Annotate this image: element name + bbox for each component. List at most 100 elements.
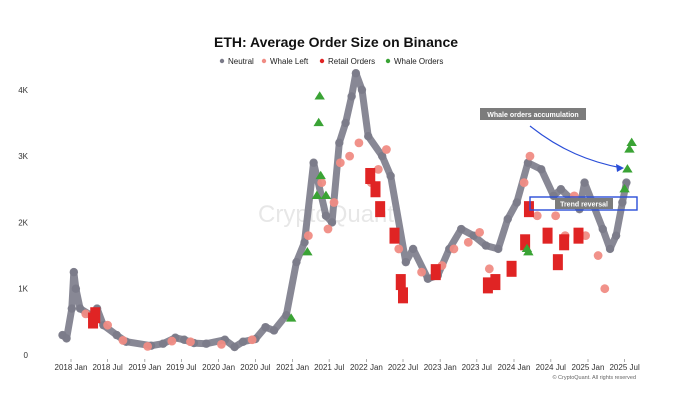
y-tick-label: 2K xyxy=(18,218,28,227)
data-point xyxy=(354,138,364,148)
data-point xyxy=(282,311,291,320)
data-point xyxy=(395,274,406,291)
data-point xyxy=(551,211,561,221)
data-point xyxy=(347,92,356,101)
series-retail-orders xyxy=(88,167,584,329)
legend-marker xyxy=(319,58,325,64)
annotation-box xyxy=(480,108,586,120)
y-tick-label: 4K xyxy=(18,86,28,95)
data-point xyxy=(335,158,345,168)
data-point xyxy=(217,339,226,349)
data-point xyxy=(314,91,325,100)
y-axis: 0 1K 2K 3K 4K xyxy=(18,86,28,360)
data-point xyxy=(300,238,309,247)
data-point xyxy=(619,184,630,193)
data-point xyxy=(523,158,533,167)
data-point xyxy=(313,117,324,127)
x-tick-label: 2019 Jan xyxy=(128,363,161,372)
data-point xyxy=(512,198,522,207)
data-point xyxy=(377,151,387,161)
chart-title: ETH: Average Order Size on Binance xyxy=(214,34,458,50)
data-point xyxy=(523,201,534,218)
x-tick-label: 2019 Jul xyxy=(166,363,196,372)
x-tick-label: 2018 Jan xyxy=(55,363,88,372)
x-tick-label: 2021 Jan xyxy=(276,363,309,372)
data-point xyxy=(580,178,589,187)
x-tick-label: 2024 Jan xyxy=(498,363,531,372)
data-point xyxy=(417,267,426,277)
x-tick-label: 2023 Jul xyxy=(462,363,492,372)
data-point xyxy=(311,190,323,199)
data-point xyxy=(327,218,337,227)
y-tick-label: 3K xyxy=(18,152,28,161)
data-point xyxy=(573,227,584,244)
data-point xyxy=(475,227,485,237)
data-point xyxy=(81,309,91,319)
data-point xyxy=(118,336,128,345)
data-point xyxy=(520,234,531,251)
data-point xyxy=(320,190,332,199)
data-point xyxy=(261,322,270,332)
legend-label: Whale Left xyxy=(270,57,309,66)
annotation-arrow xyxy=(529,125,623,169)
data-point xyxy=(408,244,418,254)
data-point xyxy=(506,260,517,277)
x-tick-label: 2020 Jul xyxy=(240,363,270,372)
data-point xyxy=(622,164,633,173)
data-point xyxy=(351,69,361,78)
y-tick-label: 0 xyxy=(24,351,29,360)
x-tick-label: 2025 Jan xyxy=(572,363,605,372)
legend-marker xyxy=(261,58,267,64)
data-point xyxy=(611,231,621,240)
data-point xyxy=(303,231,313,241)
data-point xyxy=(238,337,248,346)
x-tick-label: 2018 Jul xyxy=(92,363,122,372)
data-point xyxy=(364,132,373,141)
data-point xyxy=(292,257,301,267)
data-point xyxy=(62,334,71,343)
data-point xyxy=(626,137,637,146)
x-tick-label: 2024 Jul xyxy=(536,363,566,372)
data-point xyxy=(482,277,493,294)
data-point xyxy=(430,264,441,281)
annotation-label: Whale orders accumulation xyxy=(487,112,578,119)
data-point xyxy=(490,274,501,291)
series-whale-orders xyxy=(285,91,637,322)
data-point xyxy=(370,181,381,198)
data-point xyxy=(394,244,404,254)
data-point xyxy=(523,247,534,256)
x-tick-label: 2020 Jan xyxy=(202,363,235,372)
data-point xyxy=(397,287,408,304)
x-tick-label: 2025 Jul xyxy=(609,363,639,372)
legend-marker xyxy=(385,58,391,64)
annotations: Whale orders accumulation Trend reversal xyxy=(480,108,638,211)
x-axis: 2018 Jan 2018 Jul 2019 Jan 2019 Jul 2020 Jan… xyxy=(55,359,640,372)
y-tick-label: 1K xyxy=(18,285,28,294)
data-point xyxy=(382,145,391,154)
data-point xyxy=(481,241,491,250)
data-point xyxy=(269,326,279,335)
data-point xyxy=(622,178,631,187)
x-tick-label: 2022 Jan xyxy=(350,363,383,372)
data-point xyxy=(373,164,383,174)
data-point xyxy=(463,237,473,247)
data-point xyxy=(323,224,333,234)
data-point xyxy=(503,214,512,224)
data-point xyxy=(618,198,627,207)
data-point xyxy=(624,144,635,153)
data-point xyxy=(345,151,355,161)
data-point xyxy=(457,224,466,234)
data-point xyxy=(285,313,297,322)
legend-label: Neutral xyxy=(228,57,254,66)
data-point xyxy=(230,342,239,352)
data-point xyxy=(423,274,433,283)
data-point xyxy=(549,191,558,201)
data-point xyxy=(556,185,566,194)
data-point xyxy=(341,118,350,128)
data-point xyxy=(143,341,153,351)
data-point xyxy=(525,151,535,161)
trend-box xyxy=(529,196,638,211)
data-point xyxy=(69,267,79,277)
data-point xyxy=(317,178,327,188)
